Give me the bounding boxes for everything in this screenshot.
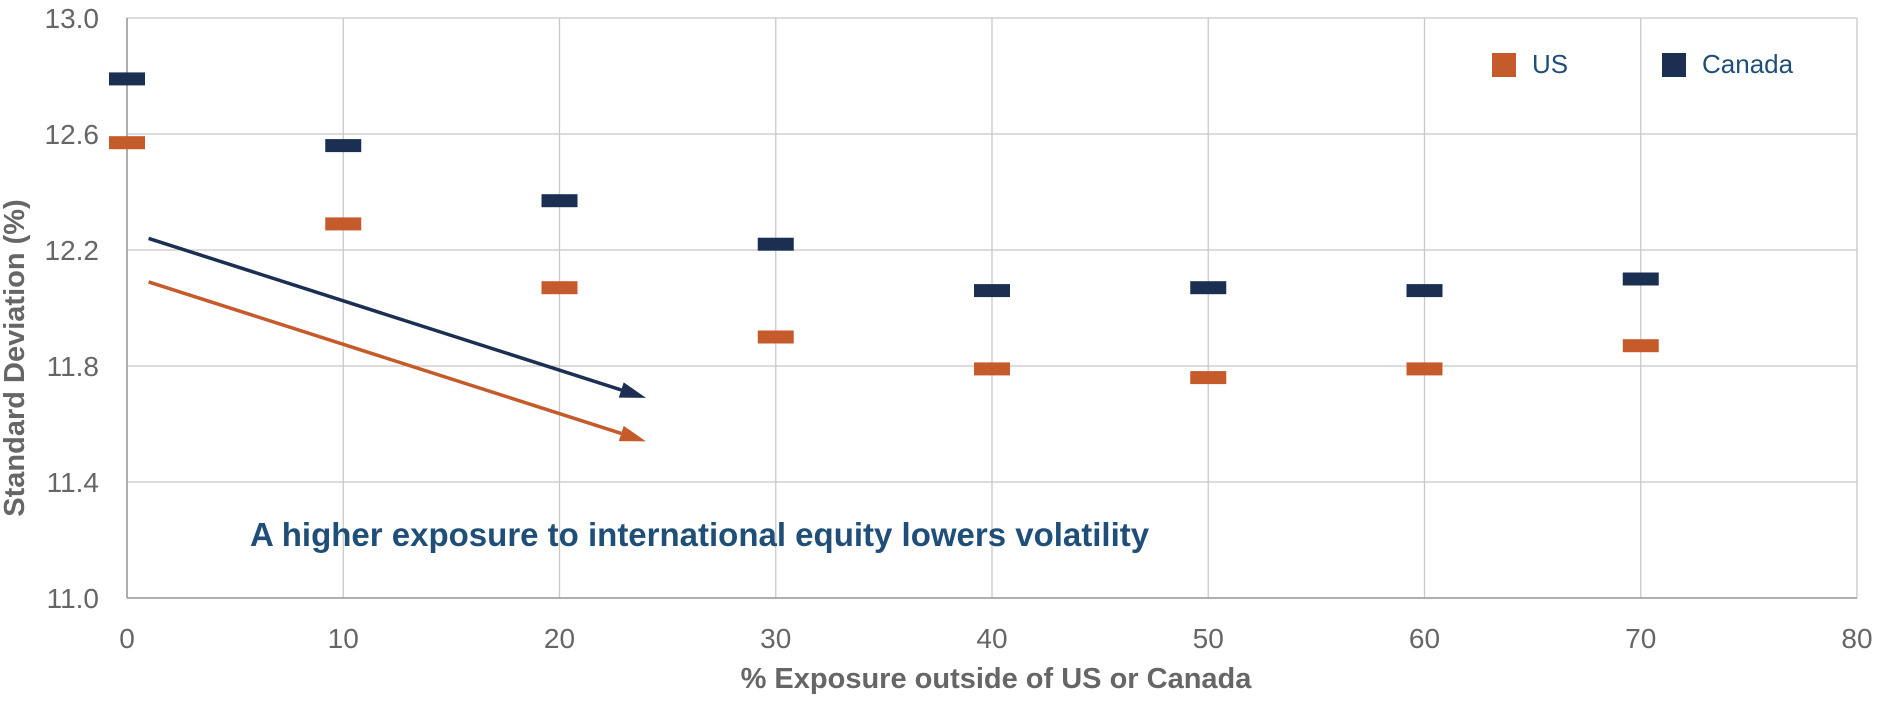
x-tick-label: 30 — [760, 623, 791, 654]
x-tick-label: 50 — [1193, 623, 1224, 654]
legend: US Canada — [1492, 49, 1794, 79]
point-canada — [757, 237, 794, 251]
x-tick-label: 10 — [328, 623, 359, 654]
x-tick-label: 80 — [1841, 623, 1872, 654]
x-tick-label: 20 — [544, 623, 575, 654]
point-canada — [109, 72, 145, 86]
grid — [126, 17, 1858, 599]
y-tick-label: 11.0 — [47, 583, 99, 614]
point-canada — [325, 139, 362, 153]
point-canada — [1406, 284, 1443, 298]
point-us — [541, 281, 578, 295]
point-us — [325, 217, 362, 231]
legend-swatch-canada — [1662, 53, 1686, 77]
legend-label-canada: Canada — [1702, 49, 1794, 79]
point-us — [109, 136, 145, 150]
x-tick-label: 0 — [119, 623, 135, 654]
y-tick-label: 12.6 — [45, 119, 100, 150]
point-canada — [974, 284, 1010, 298]
x-tick-labels: 0 10 20 30 40 50 60 70 80 — [119, 623, 1872, 654]
point-canada — [1622, 272, 1659, 286]
data-points — [109, 72, 1659, 385]
point-canada — [1190, 281, 1227, 295]
legend-swatch-us — [1492, 53, 1516, 77]
x-tick-label: 40 — [976, 623, 1007, 654]
y-tick-labels: 11.0 11.4 11.8 12.2 12.6 13.0 — [45, 3, 100, 614]
x-axis-title: % Exposure outside of US or Canada — [741, 663, 1253, 695]
trend-arrow-line — [148, 236, 622, 392]
annotation-text: A higher exposure to international equit… — [250, 516, 1150, 553]
x-tick-label: 60 — [1409, 623, 1440, 654]
y-axis-title: Standard Deviation (%) — [0, 199, 31, 516]
y-tick-label: 11.4 — [47, 467, 99, 498]
legend-label-us: US — [1532, 49, 1568, 79]
point-us — [757, 330, 794, 344]
y-tick-label: 12.2 — [45, 235, 100, 266]
y-tick-label: 13.0 — [45, 3, 100, 34]
trend-arrow-line — [148, 280, 622, 436]
y-tick-label: 11.8 — [47, 351, 99, 382]
trend-arrow-head — [618, 382, 646, 398]
point-us — [1622, 339, 1659, 353]
point-us — [1190, 371, 1227, 385]
trend-arrow-head — [618, 425, 646, 442]
point-canada — [541, 194, 578, 208]
x-tick-label: 70 — [1625, 623, 1656, 654]
point-us — [974, 362, 1010, 376]
point-us — [1406, 362, 1443, 376]
trend-arrows — [148, 236, 646, 442]
